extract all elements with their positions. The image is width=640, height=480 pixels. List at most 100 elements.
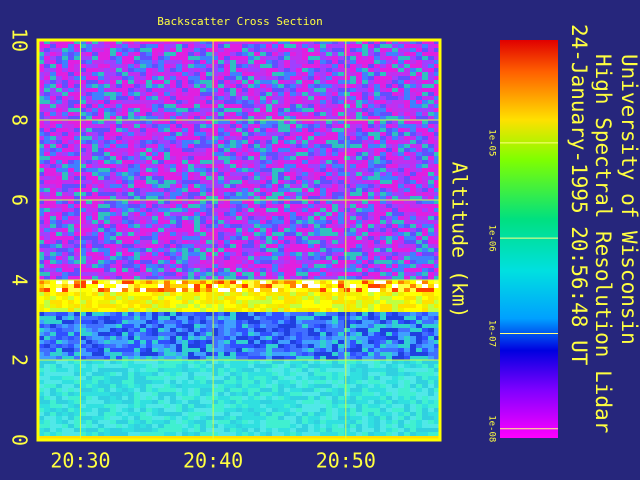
image-cell	[242, 140, 248, 144]
image-cell	[368, 100, 374, 104]
image-cell	[170, 324, 176, 328]
image-cell	[224, 120, 230, 124]
image-cell	[188, 240, 194, 244]
image-cell	[230, 296, 236, 300]
image-cell	[62, 172, 68, 176]
image-cell	[62, 252, 68, 256]
image-cell	[362, 284, 368, 288]
image-cell	[56, 228, 62, 232]
image-cell	[290, 324, 296, 328]
image-cell	[278, 76, 284, 80]
image-cell	[248, 92, 254, 96]
image-cell	[218, 176, 224, 180]
image-cell	[428, 292, 434, 296]
image-cell	[422, 60, 428, 64]
image-cell	[98, 336, 104, 340]
image-cell	[188, 268, 194, 272]
image-cell	[290, 208, 296, 212]
image-cell	[74, 172, 80, 176]
image-cell	[164, 124, 170, 128]
image-cell	[314, 40, 320, 44]
image-cell	[194, 56, 200, 60]
image-cell	[38, 140, 44, 144]
image-cell	[290, 80, 296, 84]
image-cell	[218, 232, 224, 236]
image-cell	[392, 168, 398, 172]
image-cell	[260, 80, 266, 84]
image-cell	[128, 232, 134, 236]
image-cell	[224, 104, 230, 108]
image-cell	[422, 288, 428, 292]
image-cell	[362, 40, 368, 44]
image-cell	[200, 96, 206, 100]
image-cell	[308, 276, 314, 280]
image-cell	[62, 104, 68, 108]
image-cell	[404, 72, 410, 76]
image-cell	[284, 152, 290, 156]
image-cell	[38, 116, 44, 120]
image-cell	[284, 120, 290, 124]
image-cell	[386, 104, 392, 108]
image-cell	[266, 184, 272, 188]
image-cell	[338, 160, 344, 164]
image-cell	[374, 284, 380, 288]
image-cell	[86, 68, 92, 72]
image-cell	[272, 208, 278, 212]
image-cell	[86, 140, 92, 144]
image-cell	[398, 108, 404, 112]
image-cell	[182, 172, 188, 176]
image-cell	[164, 168, 170, 172]
image-cell	[314, 212, 320, 216]
image-cell	[200, 304, 206, 308]
image-cell	[362, 68, 368, 72]
image-cell	[236, 272, 242, 276]
image-cell	[110, 148, 116, 152]
image-cell	[158, 48, 164, 52]
image-cell	[200, 172, 206, 176]
image-cell	[212, 200, 218, 204]
image-cell	[158, 80, 164, 84]
image-cell	[380, 168, 386, 172]
image-cell	[206, 80, 212, 84]
image-cell	[86, 196, 92, 200]
image-cell	[182, 128, 188, 132]
image-cell	[302, 124, 308, 128]
image-cell	[62, 292, 68, 296]
image-cell	[386, 60, 392, 64]
image-cell	[170, 336, 176, 340]
image-cell	[200, 244, 206, 248]
image-cell	[302, 72, 308, 76]
image-cell	[182, 248, 188, 252]
image-cell	[422, 312, 428, 316]
image-cell	[230, 116, 236, 120]
image-cell	[200, 240, 206, 244]
image-cell	[248, 48, 254, 52]
image-cell	[302, 52, 308, 56]
image-cell	[146, 76, 152, 80]
image-cell	[302, 272, 308, 276]
image-cell	[422, 152, 428, 156]
image-cell	[194, 168, 200, 172]
image-cell	[344, 168, 350, 172]
image-cell	[38, 228, 44, 232]
image-cell	[236, 280, 242, 284]
image-cell	[122, 152, 128, 156]
image-cell	[314, 216, 320, 220]
image-cell	[164, 152, 170, 156]
image-cell	[62, 200, 68, 204]
image-cell	[128, 224, 134, 228]
image-cell	[428, 272, 434, 276]
image-cell	[128, 252, 134, 256]
image-cell	[422, 136, 428, 140]
image-cell	[224, 100, 230, 104]
image-cell	[416, 72, 422, 76]
image-cell	[68, 196, 74, 200]
image-cell	[434, 124, 440, 128]
image-cell	[428, 320, 434, 324]
image-cell	[428, 204, 434, 208]
image-cell	[326, 200, 332, 204]
image-cell	[170, 220, 176, 224]
image-cell	[80, 296, 86, 300]
image-cell	[50, 72, 56, 76]
image-cell	[170, 232, 176, 236]
